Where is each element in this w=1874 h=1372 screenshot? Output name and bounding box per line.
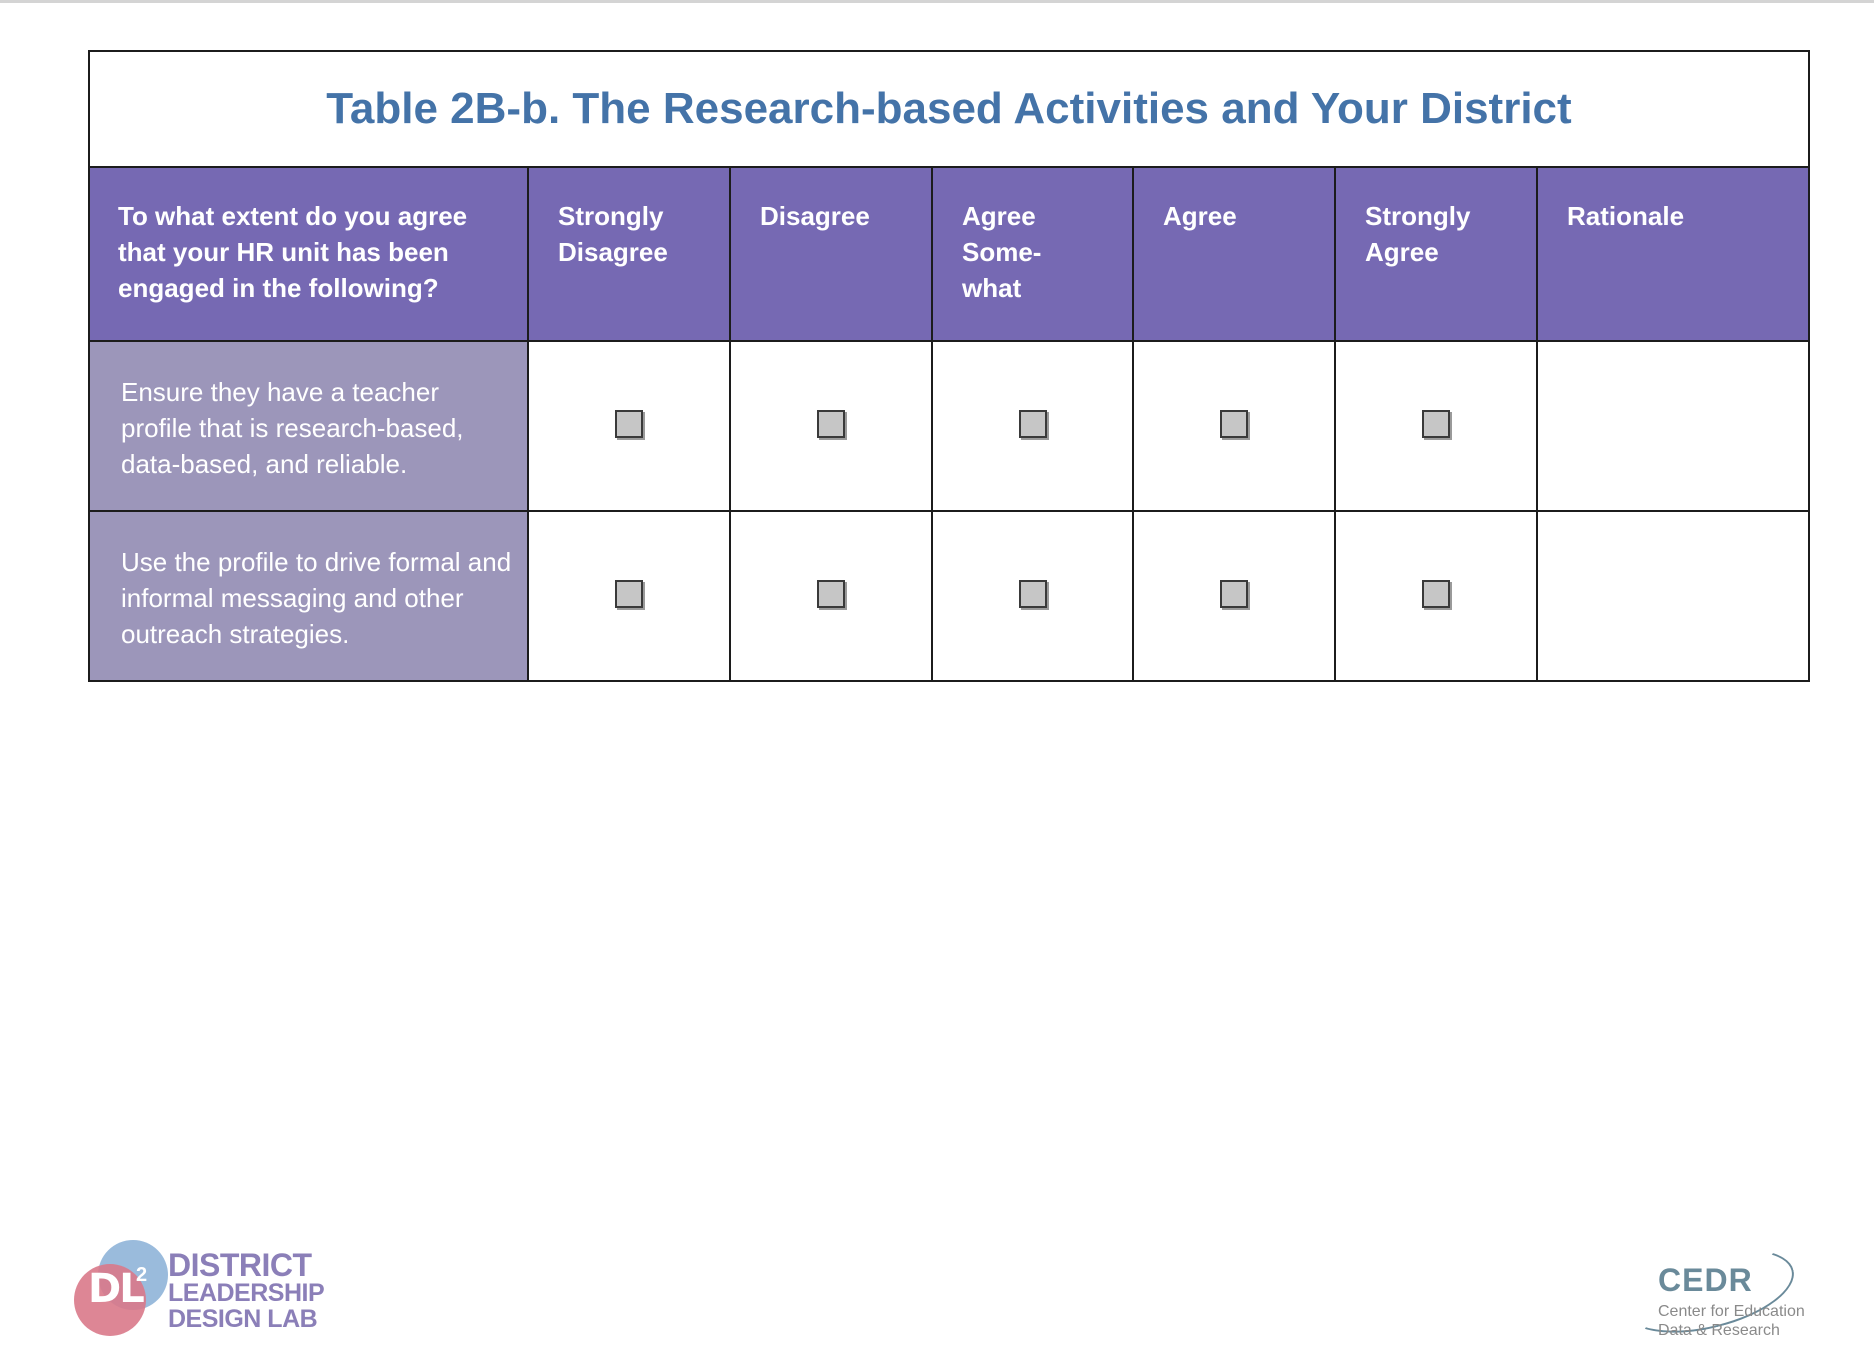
row-label: Ensure they have a teacher profile that … (88, 340, 529, 512)
dl-mark: DL (88, 1266, 145, 1312)
header-row: To what extent do you agree that your HR… (88, 166, 1810, 342)
cedr-subtitle: Center for Education Data & Research (1658, 1302, 1805, 1340)
district-leadership-design-lab-logo: DL 2 DISTRICT LEADERSHIP DESIGN LAB (74, 1240, 334, 1340)
col-header-strongly-disagree: Strongly Disagree (527, 166, 731, 342)
dl-line2: LEADERSHIP (168, 1279, 325, 1307)
checkbox-row1-disagree[interactable] (817, 409, 845, 438)
top-rule (0, 0, 1874, 3)
table-row: Ensure they have a teacher profile that … (88, 340, 1810, 512)
checkbox-row2-agree-somewhat[interactable] (1018, 579, 1047, 608)
table-row: Use the profile to drive formal and info… (88, 510, 1810, 682)
checkbox-row2-disagree[interactable] (817, 579, 845, 608)
checkbox-row1-strongly-agree[interactable] (1422, 409, 1450, 438)
choice-cell (1132, 340, 1336, 512)
col-header-rationale: Rationale (1536, 166, 1810, 342)
choice-cell (729, 510, 933, 682)
choice-cell (1334, 510, 1538, 682)
cedr-title: CEDR (1658, 1262, 1753, 1298)
choice-cell (527, 340, 731, 512)
survey-table: Table 2B-b. The Research-based Activitie… (88, 50, 1810, 682)
row-label: Use the profile to drive formal and info… (88, 510, 529, 682)
col-header-disagree: Disagree (729, 166, 933, 342)
dl-line1: DISTRICT (168, 1247, 312, 1283)
checkbox-row1-strongly-disagree[interactable] (615, 409, 643, 438)
rationale-field-row2[interactable] (1536, 510, 1810, 682)
table-title: Table 2B-b. The Research-based Activitie… (88, 50, 1810, 168)
checkbox-row2-agree[interactable] (1220, 579, 1248, 608)
checkbox-row1-agree[interactable] (1220, 409, 1248, 438)
col-header-agree-somewhat: Agree Some-what (931, 166, 1134, 342)
dl-line3: DESIGN LAB (168, 1305, 318, 1333)
question-header: To what extent do you agree that your HR… (88, 166, 529, 342)
choice-cell (527, 510, 731, 682)
choice-cell (931, 340, 1134, 512)
cedr-logo: CEDR Center for Education Data & Researc… (1615, 1234, 1820, 1354)
checkbox-row2-strongly-agree[interactable] (1422, 579, 1450, 608)
col-header-strongly-agree: Strongly Agree (1334, 166, 1538, 342)
choice-cell (1132, 510, 1336, 682)
choice-cell (1334, 340, 1538, 512)
choice-cell (729, 340, 933, 512)
rationale-field-row1[interactable] (1536, 340, 1810, 512)
checkbox-row1-agree-somewhat[interactable] (1018, 409, 1047, 438)
choice-cell (931, 510, 1134, 682)
dl-superscript: 2 (136, 1264, 148, 1286)
cedr-sub2: Data & Research (1658, 1322, 1780, 1339)
col-header-agree: Agree (1132, 166, 1336, 342)
cedr-sub1: Center for Education (1658, 1303, 1805, 1320)
logo-circle-red (74, 1264, 146, 1336)
dl-wordmark: DISTRICT LEADERSHIP DESIGN LAB (168, 1247, 325, 1333)
checkbox-row2-strongly-disagree[interactable] (615, 579, 643, 608)
